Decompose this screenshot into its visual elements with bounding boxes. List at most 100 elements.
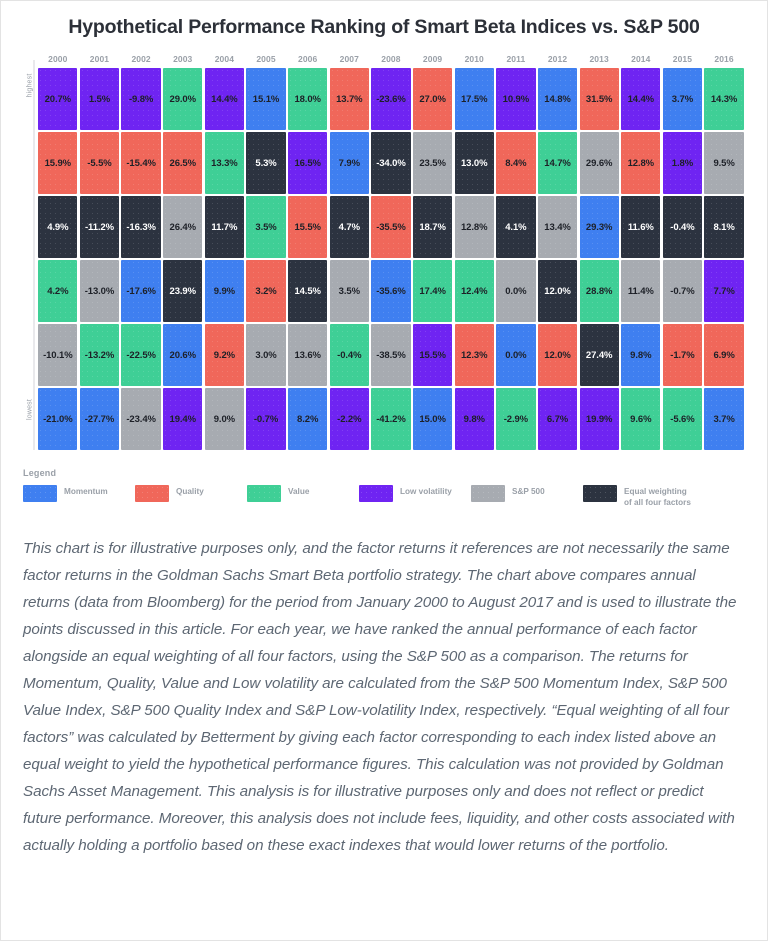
heatmap-cell-2002-rank1: -9.8%	[121, 68, 161, 131]
year-header-2011: 2011	[506, 54, 526, 65]
heatmap-cell-2003-rank4: 23.9%	[163, 260, 203, 323]
cell-value: 1.8%	[671, 157, 694, 169]
legend-swatch-lowvol	[359, 485, 393, 503]
heatmap-cell-2005-rank4: 3.2%	[246, 260, 286, 323]
cell-value: -10.1%	[43, 349, 73, 361]
heatmap-cell-2008-rank3: -35.5%	[371, 196, 411, 259]
legend-item-equalwt[interactable]: Equal weighting of all four factors	[583, 485, 695, 508]
cell-value: 14.4%	[627, 93, 655, 105]
heatmap-cell-2008-rank4: -35.6%	[371, 260, 411, 323]
heatmap-cell-2013-rank6: 19.9%	[579, 388, 619, 451]
cell-value: 13.0%	[461, 157, 488, 169]
cell-value: 23.5%	[419, 157, 446, 169]
y-axis-label-lowest: lowest	[26, 399, 34, 421]
heatmap-cell-2004-rank1: 14.4%	[204, 68, 245, 131]
year-header-2014: 2014	[631, 54, 651, 65]
cell-value: -15.4%	[126, 157, 156, 169]
cell-value: 12.8%	[627, 157, 655, 169]
heatmap-cell-2007-rank2: 7.9%	[329, 132, 369, 195]
year-header-2001: 2001	[89, 54, 110, 65]
cell-value: 13.6%	[294, 349, 321, 361]
heatmap-cell-2011-rank6: -2.9%	[496, 388, 536, 451]
heatmap-matrix: 2000 2001 2002 2003 2004 2005 2006 2007 2008 2009…	[37, 54, 745, 452]
cell-value: 9.9%	[213, 285, 236, 297]
legend-item-momentum[interactable]: Momentum	[23, 485, 135, 508]
cell-value: 13.7%	[336, 93, 363, 105]
heatmap-cell-2012-rank2: 14.7%	[537, 132, 578, 195]
cell-value: -11.2%	[84, 221, 114, 233]
heatmap-cell-2000-rank5: -10.1%	[38, 324, 78, 387]
heatmap-cell-2000-rank3: 4.9%	[38, 196, 78, 259]
heatmap-cell-2015-rank1: 3.7%	[662, 68, 703, 131]
cell-value: 12.0%	[544, 349, 571, 361]
heatmap-cell-2015-rank3: -0.4%	[662, 196, 703, 259]
cell-value: 3.2%	[255, 285, 277, 297]
heatmap-cell-2002-rank6: -23.4%	[121, 388, 161, 451]
cell-value: -23.4%	[126, 413, 156, 425]
legend-label-equalwt: Equal weighting of all four factors	[624, 487, 691, 508]
heatmap-cell-2001-rank4: -13.0%	[79, 260, 120, 323]
heatmap-cell-2006-rank2: 16.5%	[288, 132, 328, 195]
cell-value: -38.5%	[376, 349, 406, 361]
heatmap-cell-2007-rank6: -2.2%	[329, 388, 369, 451]
cell-value: 9.5%	[713, 157, 735, 169]
heatmap-cell-2004-rank5: 9.2%	[204, 324, 245, 387]
cell-value: 12.4%	[461, 285, 488, 297]
legend-swatch-quality	[135, 485, 169, 503]
heatmap-cell-2011-rank5: 0.0%	[496, 324, 536, 387]
heatmap-cell-2006-rank5: 13.6%	[288, 324, 328, 387]
heatmap-cell-2003-rank3: 26.4%	[163, 196, 203, 259]
cell-value: 19.4%	[169, 413, 197, 425]
year-header-2016: 2016	[714, 54, 734, 65]
year-header-2012: 2012	[547, 54, 568, 65]
heatmap-cell-2016-rank4: 7.7%	[704, 260, 744, 323]
cell-value: 8.4%	[505, 157, 527, 169]
heatmap-cell-2003-rank1: 29.0%	[163, 68, 203, 131]
legend-swatch-equalwt	[583, 485, 617, 503]
year-header-2007: 2007	[339, 54, 359, 65]
legend-item-lowvol[interactable]: Low volatility	[359, 485, 471, 508]
cell-value: 0.0%	[505, 349, 527, 361]
heatmap-cell-2007-rank4: 3.5%	[329, 260, 369, 323]
heatmap-cell-2013-rank2: 29.6%	[579, 132, 619, 195]
legend-label-quality: Quality	[176, 487, 204, 497]
legend-heading: Legend	[23, 468, 57, 479]
heatmap-cell-2014-rank5: 9.8%	[621, 324, 661, 387]
cell-value: -2.9%	[503, 413, 529, 425]
cell-value: 6.7%	[546, 413, 569, 425]
cell-value: 9.6%	[630, 413, 652, 425]
heatmap-cell-2004-rank2: 13.3%	[204, 132, 245, 195]
heatmap-cell-2012-rank5: 12.0%	[537, 324, 578, 387]
year-header-2013: 2013	[589, 54, 609, 65]
cell-value: 7.9%	[338, 157, 360, 169]
legend-item-value[interactable]: Value	[247, 485, 359, 508]
heatmap-row: -10.1% -13.2% -22.5% 20.6% 9.2% 3.0% 13.6% -0.4…	[37, 324, 745, 387]
cell-value: 9.8%	[463, 413, 485, 425]
legend-item-sp500[interactable]: S&P 500	[471, 485, 583, 508]
cell-value: -5.6%	[670, 413, 695, 425]
cell-value: -17.6%	[126, 285, 156, 297]
cell-value: 14.3%	[710, 93, 738, 105]
cell-value: 26.4%	[169, 221, 197, 233]
heatmap-cell-2012-rank6: 6.7%	[537, 388, 578, 451]
heatmap-cell-2005-rank3: 3.5%	[246, 196, 286, 259]
cell-value: 6.9%	[713, 349, 735, 361]
heatmap-cell-2010-rank6: 9.8%	[454, 388, 494, 451]
cell-value: 5.3%	[255, 157, 277, 169]
heatmap-cell-2009-rank5: 15.5%	[412, 324, 453, 387]
cell-value: 20.7%	[44, 93, 72, 105]
cell-value: 3.5%	[338, 285, 360, 297]
heatmap-cell-2006-rank3: 15.5%	[288, 196, 328, 259]
heatmap-cell-2000-rank1: 20.7%	[38, 68, 78, 131]
heatmap-cell-2014-rank6: 9.6%	[621, 388, 661, 451]
heatmap-cell-2009-rank2: 23.5%	[412, 132, 453, 195]
heatmap-cell-2003-rank5: 20.6%	[163, 324, 203, 387]
legend-item-quality[interactable]: Quality	[135, 485, 247, 508]
heatmap-cell-2008-rank5: -38.5%	[371, 324, 411, 387]
footnote-disclaimer: This chart is for illustrative purposes …	[23, 539, 737, 855]
cell-value: -5.5%	[87, 157, 112, 169]
heatmap-cell-2009-rank4: 17.4%	[412, 260, 453, 323]
heatmap-cell-2009-rank1: 27.0%	[412, 68, 453, 131]
heatmap-cell-2012-rank3: 13.4%	[537, 196, 578, 259]
